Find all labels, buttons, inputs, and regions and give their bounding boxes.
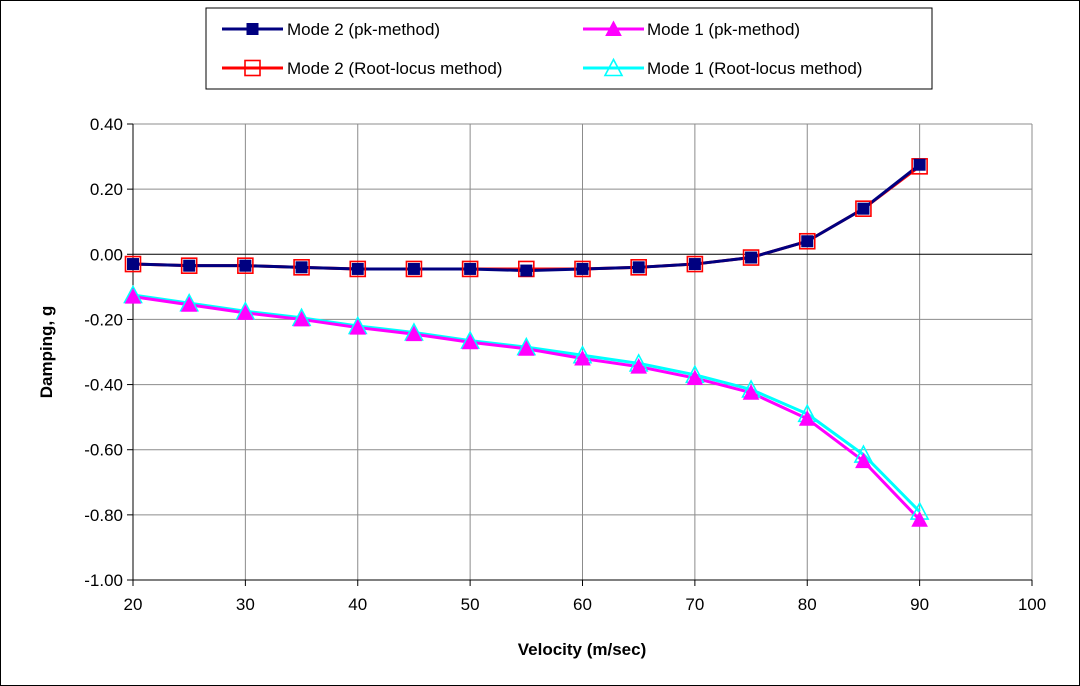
data-point-marker [237,304,254,320]
data-point-marker [630,358,648,374]
data-point-marker [349,260,367,278]
data-point-marker [520,264,533,277]
x-tick-label: 30 [236,595,255,614]
data-point-marker [855,200,872,217]
legend-label: Mode 2 (pk-method) [287,20,440,39]
legend-entry: Mode 2 (pk-method) [222,20,440,39]
axes [127,123,1033,586]
data-point-marker [180,296,198,312]
y-axis-title: Damping, g [37,306,56,399]
legend-entry: Mode 1 (pk-method) [583,20,800,39]
data-point-marker [574,349,591,366]
data-point-marker [237,257,254,274]
data-point-marker [632,261,645,274]
data-point-marker [246,23,259,35]
data-point-marker [857,202,870,215]
data-point-marker [239,259,252,272]
data-point-marker [244,59,261,77]
data-point-marker [405,260,423,278]
data-point-marker [576,262,589,275]
series-markers-3 [124,288,928,527]
x-axis-title: Velocity (m/sec) [518,640,647,659]
data-point-marker [517,340,535,356]
data-point-marker [686,369,704,386]
y-tick-label: -0.80 [84,506,123,525]
data-point-marker [630,259,647,276]
data-point-marker [405,325,423,342]
y-tick-label: -0.40 [84,376,123,395]
y-tick-label: -1.00 [84,571,123,590]
data-point-marker [686,255,704,273]
data-point-marker [911,511,928,527]
y-tick-label: 0.40 [90,115,123,134]
data-point-marker [798,232,816,250]
data-point-marker [124,255,142,273]
data-point-marker [801,235,814,248]
legend-label: Mode 1 (pk-method) [647,20,800,39]
data-point-marker [603,57,624,77]
legend-label: Mode 1 (Root-locus method) [647,59,862,78]
data-point-marker [461,333,479,350]
data-point-marker [855,452,872,469]
data-point-marker [742,249,760,266]
x-tick-label: 80 [798,595,817,614]
data-point-marker [407,262,420,275]
data-point-marker [295,261,308,274]
data-point-marker [180,257,198,274]
data-point-marker [349,319,367,335]
data-point-marker [742,384,760,400]
x-tick-label: 20 [124,595,143,614]
x-tick-label: 60 [573,595,592,614]
data-point-marker [293,310,310,327]
y-tick-label: 0.20 [90,180,123,199]
data-point-marker [798,410,816,426]
legend-label: Mode 2 (Root-locus method) [287,59,502,78]
tick-labels: 20 30 40 50 60 70 80 90 100 0.40 0.20 0.00 -0.20 -0.4… [84,115,1046,614]
data-point-marker [183,259,196,272]
data-point-marker [574,260,591,278]
data-point-marker [124,288,142,304]
y-tick-label: 0.00 [90,245,123,264]
series-markers-2 [124,158,928,278]
legend-entry: Mode 2 (Root-locus method) [222,59,502,78]
legend-box [205,7,933,90]
data-point-marker [461,260,479,278]
x-tick-label: 100 [1018,595,1046,614]
legend-entry: Mode 1 (Root-locus method) [583,57,862,78]
series-markers-1 [127,158,926,277]
data-point-marker [605,20,622,36]
x-tick-label: 70 [685,595,704,614]
data-point-marker [688,258,701,271]
series [123,158,930,527]
data-point-marker [913,158,926,171]
x-tick-label: 40 [348,595,367,614]
x-tick-label: 90 [910,595,929,614]
y-tick-label: -0.60 [84,441,123,460]
data-point-marker [351,262,364,275]
data-point-marker [127,258,139,271]
data-point-marker [745,251,758,264]
data-point-marker [293,259,310,276]
data-point-marker [464,262,477,275]
x-tick-label: 50 [461,595,480,614]
y-tick-label: -0.20 [84,310,123,329]
legend: Mode 2 (pk-method) Mode 2 (Root-locus met… [205,7,933,90]
